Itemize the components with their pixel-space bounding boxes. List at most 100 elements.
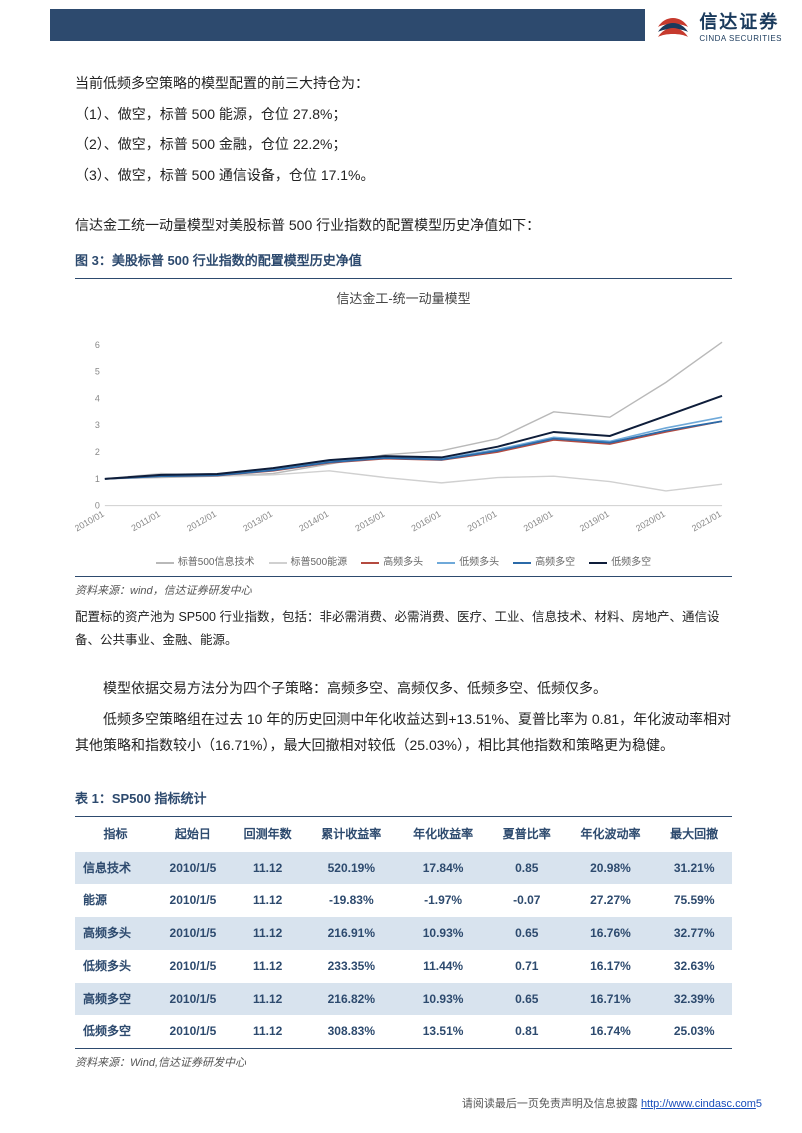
svg-text:2019/01: 2019/01 — [578, 509, 611, 534]
logo-en: CINDA SECURITIES — [699, 34, 782, 43]
table-col-header: 夏普比率 — [489, 817, 565, 852]
table-cell: -0.07 — [489, 884, 565, 917]
svg-text:5: 5 — [95, 367, 100, 377]
table-cell: 32.77% — [656, 917, 732, 950]
legend-label: 低频多空 — [611, 553, 651, 572]
table-cell: -1.97% — [397, 884, 489, 917]
table-row: 低频多空2010/1/511.12308.83%13.51%0.8116.74%… — [75, 1015, 732, 1048]
table-cell: 216.82% — [305, 983, 397, 1016]
figure-title: 图 3：美股标普 500 行业指数的配置模型历史净值 — [75, 249, 732, 274]
table-cell: 11.12 — [230, 917, 306, 950]
table-cell: 能源 — [75, 884, 156, 917]
table-cell: 25.03% — [656, 1015, 732, 1048]
svg-text:2010/01: 2010/01 — [75, 509, 106, 534]
table-cell: 2010/1/5 — [156, 950, 230, 983]
table-cell: 16.74% — [565, 1015, 657, 1048]
table-row: 高频多头2010/1/511.12216.91%10.93%0.6516.76%… — [75, 917, 732, 950]
table-cell: 216.91% — [305, 917, 397, 950]
table-col-header: 年化波动率 — [565, 817, 657, 852]
svg-text:2016/01: 2016/01 — [410, 509, 443, 534]
page-number: 5 — [756, 1098, 762, 1110]
table-cell: 11.44% — [397, 950, 489, 983]
table-cell: 10.93% — [397, 983, 489, 1016]
svg-text:2017/01: 2017/01 — [466, 509, 499, 534]
table-cell: 2010/1/5 — [156, 983, 230, 1016]
header-bar-region: 信达证券 CINDA SECURITIES — [0, 0, 802, 50]
source-2: 资料来源：Wind,信达证券研发中心 — [75, 1053, 732, 1074]
svg-text:2011/01: 2011/01 — [130, 509, 162, 533]
table-cell: 11.12 — [230, 884, 306, 917]
legend-swatch — [437, 562, 455, 564]
table-cell: 11.12 — [230, 950, 306, 983]
main-content: 当前低频多空策略的模型配置的前三大持仓为： （1）、做空，标普 500 能源，仓… — [0, 50, 802, 1074]
legend-item: 低频多头 — [437, 553, 499, 572]
svg-text:1: 1 — [95, 474, 100, 484]
svg-text:3: 3 — [95, 421, 100, 431]
table-col-header: 累计收益率 — [305, 817, 397, 852]
table-cell: 0.71 — [489, 950, 565, 983]
table-cell: 高频多头 — [75, 917, 156, 950]
table-title: 表 1：SP500 指标统计 — [75, 787, 732, 817]
svg-text:6: 6 — [95, 340, 100, 350]
table-cell: 13.51% — [397, 1015, 489, 1048]
table-cell: 高频多空 — [75, 983, 156, 1016]
legend-label: 低频多头 — [459, 553, 499, 572]
table-cell: 16.76% — [565, 917, 657, 950]
svg-text:2018/01: 2018/01 — [522, 509, 555, 534]
holding-2: （2）、做空，标普 500 金融，仓位 22.2%； — [75, 131, 732, 158]
table-cell: 0.65 — [489, 917, 565, 950]
legend-item: 高频多头 — [361, 553, 423, 572]
table-cell: 11.12 — [230, 983, 306, 1016]
table-cell: 0.65 — [489, 983, 565, 1016]
header-spacer — [0, 9, 50, 41]
source-1: 资料来源：wind，信达证券研发中心 — [75, 581, 732, 602]
svg-text:2015/01: 2015/01 — [353, 509, 386, 534]
legend-label: 高频多空 — [535, 553, 575, 572]
svg-text:2014/01: 2014/01 — [297, 509, 330, 534]
svg-text:2020/01: 2020/01 — [634, 509, 667, 534]
logo-text: 信达证券 CINDA SECURITIES — [699, 8, 782, 43]
wave-icon — [653, 5, 693, 45]
chart-intro: 信达金工统一动量模型对美股标普 500 行业指数的配置模型历史净值如下： — [75, 212, 732, 239]
table-col-header: 指标 — [75, 817, 156, 852]
footer-link[interactable]: http://www.cindasc.com — [641, 1098, 756, 1110]
svg-text:2012/01: 2012/01 — [185, 509, 218, 534]
table-cell: 75.59% — [656, 884, 732, 917]
holding-3: （3）、做空，标普 500 通信设备，仓位 17.1%。 — [75, 162, 732, 189]
table-cell: 2010/1/5 — [156, 917, 230, 950]
model-para-2: 低频多空策略组在过去 10 年的历史回测中年化收益达到+13.51%、夏普比率为… — [75, 706, 732, 759]
table-col-header: 年化收益率 — [397, 817, 489, 852]
chart-container: 信达金工-统一动量模型 01234562010/012011/012012/01… — [75, 278, 732, 578]
legend-swatch — [156, 562, 174, 564]
table-cell: 17.84% — [397, 852, 489, 885]
legend-item: 标普500能源 — [269, 553, 348, 572]
table-body: 信息技术2010/1/511.12520.19%17.84%0.8520.98%… — [75, 852, 732, 1049]
table-cell: 2010/1/5 — [156, 1015, 230, 1048]
footer-text: 请阅读最后一页免责声明及信息披露 — [462, 1098, 638, 1110]
legend-item: 高频多空 — [513, 553, 575, 572]
table-cell: 16.71% — [565, 983, 657, 1016]
legend-item: 标普500信息技术 — [156, 553, 255, 572]
intro-text: 当前低频多空策略的模型配置的前三大持仓为： — [75, 70, 732, 97]
legend-label: 高频多头 — [383, 553, 423, 572]
table-border — [75, 1048, 732, 1049]
line-chart: 01234562010/012011/012012/012013/012014/… — [75, 311, 732, 551]
table-cell: 27.27% — [565, 884, 657, 917]
table-cell: 2010/1/5 — [156, 884, 230, 917]
table-cell: 308.83% — [305, 1015, 397, 1048]
table-cell: 16.17% — [565, 950, 657, 983]
holding-1: （1）、做空，标普 500 能源，仓位 27.8%； — [75, 101, 732, 128]
chart-inner-title: 信达金工-统一动量模型 — [75, 287, 732, 312]
table-cell: 信息技术 — [75, 852, 156, 885]
table-cell: 10.93% — [397, 917, 489, 950]
legend-item: 低频多空 — [589, 553, 651, 572]
header-blue-bar — [50, 9, 645, 41]
table-row: 能源2010/1/511.12-19.83%-1.97%-0.0727.27%7… — [75, 884, 732, 917]
legend-label: 标普500信息技术 — [178, 553, 255, 572]
table-cell: 233.35% — [305, 950, 397, 983]
svg-text:4: 4 — [95, 394, 100, 404]
table-cell: 11.12 — [230, 1015, 306, 1048]
table-cell: 11.12 — [230, 852, 306, 885]
table-row: 低频多头2010/1/511.12233.35%11.44%0.7116.17%… — [75, 950, 732, 983]
legend-swatch — [513, 562, 531, 564]
